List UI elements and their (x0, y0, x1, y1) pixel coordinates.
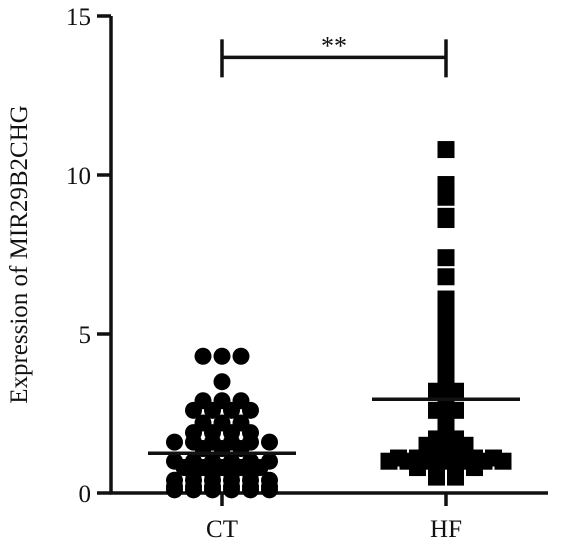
data-point-hf (437, 268, 455, 286)
data-point-ct (232, 347, 250, 365)
axes (109, 16, 548, 495)
significance-label: ** (321, 31, 347, 60)
y-axis-ticks: 0 5 10 15 (66, 4, 111, 508)
data-point-ct (242, 401, 259, 419)
data-point-hf (437, 249, 455, 267)
y-tick-label: 0 (79, 481, 92, 508)
data-point-ct (166, 433, 183, 451)
data-point-hf (390, 449, 407, 467)
data-point-ct (261, 433, 278, 451)
data-point-ct (242, 481, 259, 499)
data-point-ct (223, 481, 240, 499)
data-point-hf (437, 211, 455, 229)
data-point-ct (213, 373, 231, 391)
data-point-hf (485, 449, 502, 467)
data-point-hf (437, 350, 455, 368)
data-point-ct (204, 401, 221, 419)
data-point-hf (428, 468, 445, 486)
y-tick-label: 15 (66, 4, 91, 31)
data-point-hf (437, 182, 455, 200)
mean-lines (148, 397, 520, 455)
data-points (166, 141, 512, 499)
data-point-ct (204, 481, 221, 499)
data-point-ct (261, 481, 278, 499)
x-tick-label: HF (430, 516, 462, 543)
data-point-ct (185, 401, 202, 419)
data-point-ct (223, 401, 240, 419)
x-tick-label: CT (206, 516, 238, 543)
data-point-hf (437, 303, 455, 321)
y-axis-title: Expression of MIR29B2CHG (6, 105, 33, 404)
y-tick-label: 5 (79, 322, 92, 349)
data-point-ct (213, 347, 231, 365)
data-point-hf (466, 459, 483, 477)
data-point-ct (194, 347, 212, 365)
data-point-ct (166, 481, 183, 499)
data-point-hf (409, 459, 426, 477)
y-tick-label: 10 (66, 163, 91, 190)
data-point-ct (185, 481, 202, 499)
data-point-hf (437, 141, 455, 159)
x-axis-ticks: CT HF (206, 493, 462, 543)
data-point-hf (447, 468, 464, 486)
significance-bracket: ** (220, 31, 448, 78)
